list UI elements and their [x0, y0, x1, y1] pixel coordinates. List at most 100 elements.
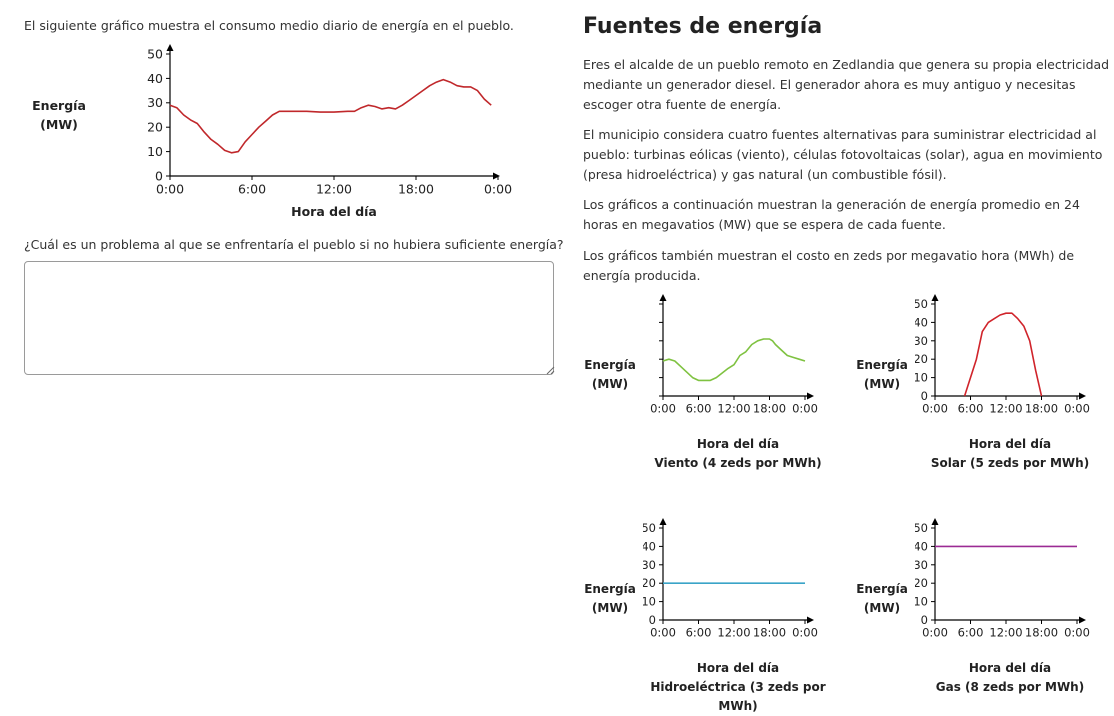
gas-y-tick-label: 0 [921, 613, 928, 627]
gas-x-tick-label: 6:00 [958, 626, 984, 640]
gas-cost: Gas (8 zeds por MWh) [935, 680, 1085, 694]
gas-ylabel: Energía (MW) [852, 580, 912, 618]
wind-ylabel: Energía (MW) [580, 356, 640, 394]
wind-ylabel-line2: (MW) [591, 377, 629, 391]
consumption-y-tick-label: 20 [147, 120, 163, 135]
hydro-chart: 0 10 20 30 40 50 0:00 6:00 12:00 18:00 0:00 [643, 518, 818, 640]
hydro-y-tick-label: 40 [643, 539, 656, 553]
wind-x-tick-label: 0:00 [650, 402, 676, 416]
hydro-y-tick-label: 0 [649, 613, 656, 627]
consumption-y-arrow [166, 44, 174, 51]
consumption-x-tick-label: 0:00 [156, 182, 184, 197]
consumption-x-tick-label: 6:00 [238, 182, 266, 197]
hydro-y-tick-label: 50 [643, 521, 656, 535]
consumption-x-axis-label: Hora del día [291, 204, 377, 219]
wind-x-tick-label: 6:00 [686, 402, 712, 416]
solar-chart: 0 10 20 30 40 50 0:00 6:00 12:00 18:00 0:00 [915, 294, 1090, 416]
hydro-y-tick-label: 20 [643, 576, 656, 590]
gas-xlabel: Hora del día [968, 661, 1052, 675]
hydro-x-tick-label: 18:00 [753, 626, 786, 640]
solar-y-tick-label: 0 [921, 389, 928, 403]
answer-textarea[interactable] [24, 261, 554, 375]
solar-y-tick-label: 20 [915, 352, 928, 366]
gas-y-tick-label: 50 [915, 521, 928, 535]
wind-chart: 0:00 6:00 12:00 18:00 0:00 [650, 294, 818, 416]
solar-y-arrow [931, 294, 939, 301]
wind-ylabel-line1: Energía [584, 358, 636, 372]
wind-series-line [662, 338, 806, 382]
hydro-y-tick-label: 30 [643, 558, 656, 572]
paragraph-3: Los gráficos a continuación muestran la … [583, 197, 1080, 232]
hydro-x-tick-label: 6:00 [686, 626, 712, 640]
solar-x-tick-label: 12:00 [989, 402, 1022, 416]
consumption-ylabel-line1: Energía [32, 98, 86, 113]
solar-ylabel-line1: Energía [856, 358, 908, 372]
solar-xlabel: Hora del día [968, 437, 1052, 451]
gas-ylabel-line2: (MW) [863, 601, 901, 615]
paragraph-2: El municipio considera cuatro fuentes al… [583, 127, 1103, 182]
consumption-y-tick-label: 40 [147, 71, 163, 86]
solar-x-arrow [1079, 392, 1086, 400]
wind-x-tick-label: 0:00 [792, 402, 818, 416]
gas-y-tick-label: 20 [915, 576, 928, 590]
resize-grip-icon[interactable] [546, 366, 555, 375]
gas-x-tick-label: 12:00 [989, 626, 1022, 640]
gas-y-tick-label: 30 [915, 558, 928, 572]
hydro-x-tick-label: 0:00 [792, 626, 818, 640]
hydro-y-tick-label: 10 [643, 595, 656, 609]
hydro-y-arrow [659, 518, 667, 525]
hydro-x-tick-label: 12:00 [717, 626, 750, 640]
wind-caption: Hora del día Viento (4 zeds por MWh) [643, 435, 833, 473]
wind-xlabel: Hora del día [696, 437, 780, 451]
solar-y-tick-label: 10 [915, 371, 928, 385]
solar-series-line [963, 312, 1043, 397]
consumption-y-tick-label: 30 [147, 95, 163, 110]
consumption-series-line [169, 78, 492, 154]
question-text: ¿Cuál es un problema al que se enfrentar… [24, 237, 564, 252]
wind-x-tick-label: 18:00 [753, 402, 786, 416]
solar-cost: Solar (5 zeds por MWh) [930, 456, 1090, 470]
consumption-ylabel-line2: (MW) [40, 117, 78, 132]
solar-x-tick-label: 0:00 [1064, 402, 1090, 416]
hydro-x-arrow [807, 616, 814, 624]
page-title: Fuentes de energía [583, 14, 823, 39]
solar-y-tick-label: 40 [915, 315, 928, 329]
wind-x-tick-label: 12:00 [717, 402, 750, 416]
consumption-x-tick-label: 12:00 [316, 182, 352, 197]
gas-y-tick-label: 40 [915, 539, 928, 553]
gas-caption: Hora del día Gas (8 zeds por MWh) [915, 659, 1105, 697]
hydro-x-tick-label: 0:00 [650, 626, 676, 640]
hydro-ylabel-line2: (MW) [591, 601, 629, 615]
solar-x-tick-label: 18:00 [1025, 402, 1058, 416]
gas-x-arrow [1079, 616, 1086, 624]
solar-x-tick-label: 0:00 [922, 402, 948, 416]
paragraph-4: Los gráficos también muestran el costo e… [583, 248, 1075, 283]
consumption-x-tick-label: 18:00 [398, 182, 434, 197]
gas-y-tick-label: 10 [915, 595, 928, 609]
consumption-y-tick-label: 50 [147, 46, 163, 61]
gas-x-tick-label: 18:00 [1025, 626, 1058, 640]
gas-chart: 0 10 20 30 40 50 0:00 6:00 12:00 18:00 0:00 [915, 518, 1090, 640]
hydro-ylabel-line1: Energía [584, 582, 636, 596]
consumption-intro: El siguiente gráfico muestra el consumo … [24, 18, 514, 33]
consumption-ylabel: Energía (MW) [24, 96, 94, 134]
solar-y-tick-label: 50 [915, 297, 928, 311]
solar-x-tick-label: 6:00 [958, 402, 984, 416]
consumption-y-tick-label: 10 [147, 144, 163, 159]
consumption-y-tick-label: 0 [155, 168, 163, 183]
solar-y-tick-label: 30 [915, 334, 928, 348]
gas-x-tick-label: 0:00 [1064, 626, 1090, 640]
wind-x-arrow [807, 392, 814, 400]
paragraph-1: Eres el alcalde de un pueblo remoto en Z… [583, 57, 1110, 112]
gas-y-arrow [931, 518, 939, 525]
wind-y-arrow [659, 294, 667, 301]
consumption-x-arrow [493, 172, 500, 180]
solar-ylabel-line2: (MW) [863, 377, 901, 391]
consumption-x-tick-label: 0:00 [484, 182, 512, 197]
solar-ylabel: Energía (MW) [852, 356, 912, 394]
hydro-xlabel: Hora del día [696, 661, 780, 675]
gas-x-tick-label: 0:00 [922, 626, 948, 640]
gas-ylabel-line1: Energía [856, 582, 908, 596]
solar-caption: Hora del día Solar (5 zeds por MWh) [915, 435, 1105, 473]
hydro-caption: Hora del día Hidroeléctrica (3 zeds por … [643, 659, 833, 716]
